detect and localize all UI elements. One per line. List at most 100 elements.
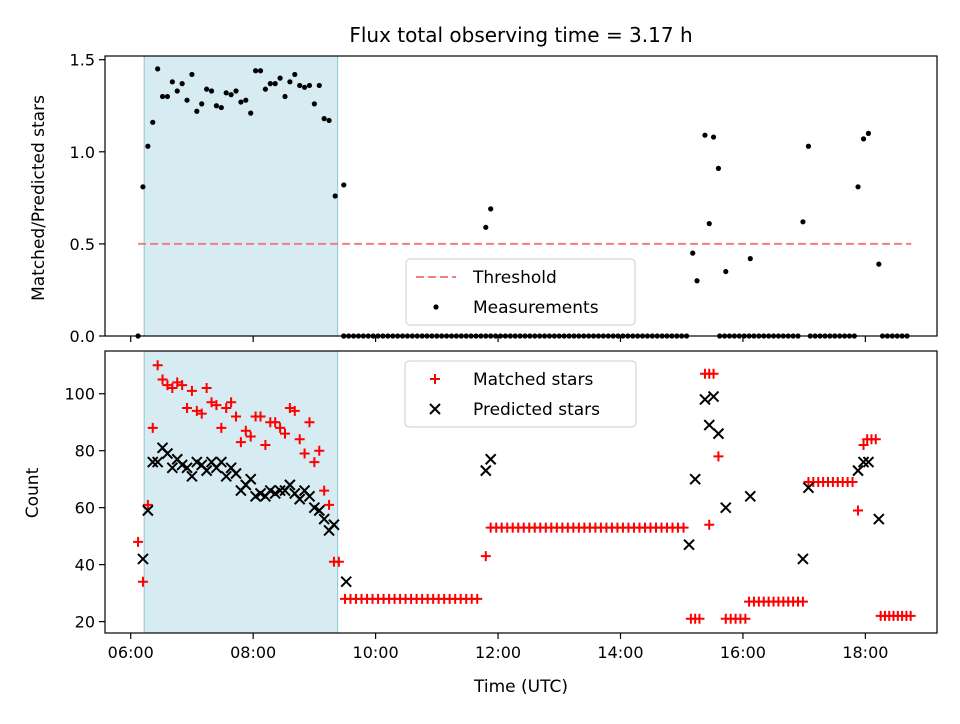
y-tick-label-1-3: 80 xyxy=(75,442,95,461)
predicted-point-0 xyxy=(137,553,149,565)
matched-point-34 xyxy=(299,448,310,459)
predicted-point-55 xyxy=(862,456,875,468)
predicted-point-17 xyxy=(220,470,232,483)
measurement-point-8 xyxy=(174,88,180,94)
measurement-point-5 xyxy=(159,93,166,100)
measurement-point-39 xyxy=(326,117,332,124)
measurement-point-48 xyxy=(706,221,712,227)
measurement-point-31 xyxy=(287,79,293,85)
measurement-point-55 xyxy=(855,184,861,190)
predicted-point-56 xyxy=(873,513,885,525)
predicted-point-52 xyxy=(802,482,815,494)
y-tick-label-0-2: 1.0 xyxy=(70,143,95,162)
matched-point-21 xyxy=(235,437,246,448)
legend-predicted-label: Predicted stars xyxy=(473,400,600,420)
predicted-point-49 xyxy=(720,501,732,514)
y-tick-label-1-2: 60 xyxy=(75,499,95,518)
matched-point-14 xyxy=(201,383,212,394)
predicted-point-40 xyxy=(340,576,352,588)
matched-point-7 xyxy=(167,383,178,394)
x-tick-label-4: 14:00 xyxy=(597,643,643,662)
predicted-point-43 xyxy=(683,538,695,551)
predicted-point-16 xyxy=(215,456,228,468)
measurement-point-53 xyxy=(800,219,806,225)
top-title: Flux total observing time = 3.17 h xyxy=(349,23,692,47)
matched-point-5 xyxy=(157,374,168,385)
matched-point-42 xyxy=(480,551,491,562)
measurement-point-46 xyxy=(694,278,700,284)
measurement-point-20 xyxy=(233,88,239,94)
matched-point-2 xyxy=(142,499,153,510)
legend-measurements-label: Measurements xyxy=(473,298,599,318)
measurement-point-16 xyxy=(213,103,220,109)
matched-point-139 xyxy=(853,505,864,516)
matched-point-116 xyxy=(740,613,751,624)
measurement-point-19 xyxy=(228,92,234,98)
measurement-point-52 xyxy=(747,256,753,262)
legend-predicted-swatch xyxy=(429,403,441,415)
predicted-point-36 xyxy=(313,504,325,517)
measurement-point-35 xyxy=(306,82,313,89)
predicted-point-47 xyxy=(707,390,720,403)
matched-point-69 xyxy=(472,593,483,604)
predicted-point-45 xyxy=(699,393,711,406)
measurement-point-2 xyxy=(145,143,151,149)
matched-point-39 xyxy=(324,499,335,510)
predicted-point-48 xyxy=(712,427,725,440)
observing-window-0 xyxy=(143,55,339,337)
measurement-point-33 xyxy=(297,82,303,89)
plot-frame-1 xyxy=(104,350,938,634)
matched-point-9 xyxy=(177,380,188,391)
measurement-point-49 xyxy=(710,134,717,140)
measurement-point-22 xyxy=(243,97,249,103)
measurement-point-29 xyxy=(277,75,283,81)
measurement-point-32 xyxy=(292,71,298,78)
predicted-point-1 xyxy=(142,504,154,517)
x-tick-label-1: 08:00 xyxy=(230,643,276,662)
predicted-point-19 xyxy=(230,467,242,480)
matched-point-44 xyxy=(713,451,724,462)
measurement-point-51 xyxy=(723,268,729,275)
matched-point-20 xyxy=(231,411,242,422)
matched-point-11 xyxy=(186,385,197,396)
x-tick-label-3: 12:00 xyxy=(475,643,521,662)
matched-point-108 xyxy=(694,613,705,624)
measurement-point-3 xyxy=(150,119,156,125)
matched-point-17 xyxy=(216,422,227,433)
matched-point-33 xyxy=(294,434,305,445)
matched-point-10 xyxy=(182,402,193,413)
matched-point-22 xyxy=(240,425,251,436)
legend-matched-label: Matched stars xyxy=(473,370,593,390)
measurement-point-24 xyxy=(253,68,259,74)
measurement-point-17 xyxy=(218,104,224,111)
measurement-point-23 xyxy=(248,110,254,116)
observing-window-1 xyxy=(143,350,339,634)
matched-point-16 xyxy=(211,400,222,411)
legend-matched-swatch xyxy=(430,374,440,384)
measurement-point-34 xyxy=(301,84,308,90)
matched-point-28 xyxy=(270,417,281,428)
predicted-point-42 xyxy=(484,453,497,465)
matched-point-30 xyxy=(279,428,290,439)
plot-frame-0 xyxy=(104,55,938,337)
measurement-point-25 xyxy=(257,68,264,74)
top-legend: Threshold Measurements xyxy=(405,258,636,326)
predicted-point-37 xyxy=(318,513,330,525)
measurement-point-40 xyxy=(332,193,338,199)
measurement-point-1 xyxy=(140,184,146,190)
matched-point-140 xyxy=(858,440,869,450)
matched-point-138 xyxy=(847,477,858,488)
top-ylabel: Matched/Predicted stars xyxy=(29,95,49,301)
measurement-point-26 xyxy=(262,86,269,92)
measurement-point-21 xyxy=(238,99,244,105)
matched-point-43 xyxy=(704,519,715,530)
measurement-point-6 xyxy=(164,93,171,100)
measurement-point-38 xyxy=(321,116,327,122)
legend-threshold-label: Threshold xyxy=(472,268,557,288)
matched-point-23 xyxy=(245,431,256,442)
y-tick-label-1-0: 20 xyxy=(75,613,95,632)
top-panel: 0.0 0.5 1.0 1.5 Threshold Measurements xyxy=(70,51,938,346)
measurement-point-58 xyxy=(876,261,882,267)
matched-point-111 xyxy=(708,368,719,379)
